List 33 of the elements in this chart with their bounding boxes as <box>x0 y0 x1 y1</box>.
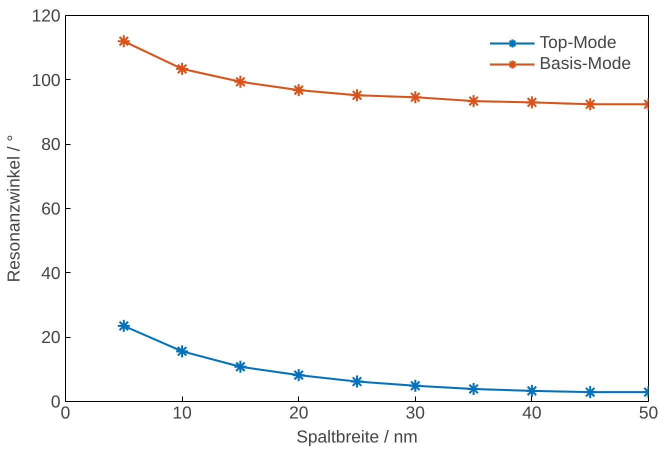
y-tick-label: 120 <box>32 6 61 26</box>
point <box>408 90 422 104</box>
x-tick-label: 40 <box>522 402 542 422</box>
point <box>175 344 190 358</box>
point <box>466 382 481 396</box>
point <box>116 34 131 48</box>
point <box>233 360 248 374</box>
x-tick-label: 30 <box>406 402 425 422</box>
y-tick-label: 60 <box>41 198 61 218</box>
point <box>116 318 131 333</box>
point <box>524 95 539 110</box>
y-tick-label: 40 <box>41 262 61 283</box>
point <box>175 62 190 76</box>
point <box>350 374 364 389</box>
x-tick-label: 50 <box>638 402 658 422</box>
point <box>524 384 539 398</box>
legend-label: Basis-Mode <box>540 53 631 74</box>
y-axis-title: Resonanzwinkel / ° <box>4 134 24 282</box>
y-tick-label: 100 <box>32 70 61 90</box>
legend-label: Top-Mode <box>540 32 617 53</box>
point <box>583 385 598 400</box>
y-tick-label: 80 <box>41 134 61 154</box>
point <box>350 88 364 102</box>
x-tick-label: 20 <box>289 402 308 422</box>
x-axis-title: Spaltbreite / nm <box>296 426 418 446</box>
point <box>292 83 306 98</box>
point <box>466 94 481 108</box>
x-tick-label: 10 <box>172 402 192 422</box>
y-tick-label: 20 <box>41 327 61 348</box>
point <box>583 97 598 112</box>
point <box>233 74 248 89</box>
point <box>292 368 306 382</box>
point <box>408 378 422 393</box>
